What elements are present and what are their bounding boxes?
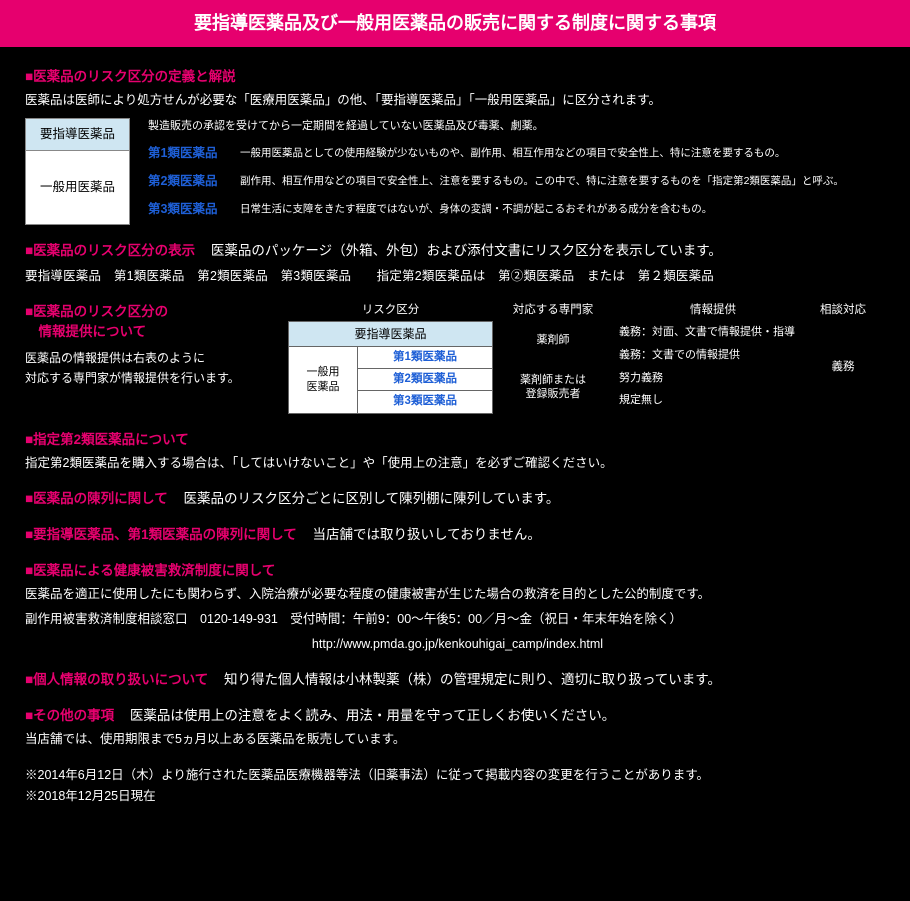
- page-title: 要指導医薬品及び一般用医薬品の販売に関する制度に関する事項: [0, 0, 910, 47]
- section-risk-display: ■医薬品のリスク区分の表示 医薬品のパッケージ（外箱、外包）および添付文書にリス…: [25, 241, 890, 286]
- risk-cat3-label: 第3類医薬品: [393, 395, 457, 407]
- heading-other-text: ■その他の事項: [25, 708, 114, 723]
- risk-cat3: 第3類医薬品: [358, 391, 493, 413]
- classification-table: 要指導医薬品 一般用医薬品 製造販売の承認を受けてから一定期間を経過していない医…: [25, 118, 890, 225]
- label-class1: 第1類医薬品: [148, 144, 240, 163]
- info-table: リスク区分 対応する専門家 情報提供 相談対応 要指導医薬品 一般用 医薬品 第…: [288, 302, 890, 414]
- other-inline: 医薬品は使用上の注意をよく読み、用法・用量を守って正しくお使いください。: [130, 708, 615, 723]
- display-shelf-inline: 医薬品のリスク区分ごとに区別して陳列棚に陳列しています。: [184, 491, 560, 506]
- risk-cat2-label: 第2類医薬品: [393, 373, 457, 385]
- info-left-body: 医薬品の情報提供は右表のように 対応する専門家が情報提供を行います。: [25, 348, 270, 389]
- heading-class1-display: ■要指導医薬品、第1類医薬品の陳列に関して 当店舗では取り扱いしておりません。: [25, 525, 890, 545]
- designated-class2-body: 指定第2類医薬品を購入する場合は、「してはいけないこと」や「使用上の注意」を必ず…: [25, 454, 890, 473]
- row-class3: 第3類医薬品 日常生活に支障をきたす程度ではないが、身体の変調・不調が起こるおそ…: [148, 197, 890, 223]
- section-privacy: ■個人情報の取り扱いについて 知り得た個人情報は小林製薬（株）の管理規定に則り、…: [25, 670, 890, 690]
- intro-text: 医薬品は医師により処方せんが必要な「医療用医薬品」の他、「要指導医薬品」「一般用…: [25, 91, 890, 110]
- footnote-1: ※2014年6月12日（木）より施行された医薬品医療機器等法（旧薬事法）に従って…: [25, 765, 890, 786]
- heading-risk-display: ■医薬品のリスク区分の表示 医薬品のパッケージ（外箱、外包）および添付文書にリス…: [25, 241, 890, 261]
- risk-ippan-cell: 一般用 医薬品: [288, 347, 358, 414]
- footnote-2: ※2018年12月25日現在: [25, 786, 890, 807]
- risk-cat1: 第1類医薬品: [358, 347, 493, 369]
- label-class2: 第2類医薬品: [148, 172, 240, 191]
- desc-class3: 日常生活に支障をきたす程度ではないが、身体の変調・不調が起こるおそれがある成分を…: [240, 202, 712, 217]
- heading-info-l1: ■医薬品のリスク区分の: [25, 304, 168, 319]
- footnotes: ※2014年6月12日（木）より施行された医薬品医療機器等法（旧薬事法）に従って…: [25, 765, 890, 808]
- label-class3: 第3類医薬品: [148, 200, 240, 219]
- heading-privacy: ■個人情報の取り扱いについて 知り得た個人情報は小林製薬（株）の管理規定に則り、…: [25, 670, 890, 690]
- section-relief-system: ■医薬品による健康被害救済制度に関して 医薬品を適正に使用したにも関わらず、入院…: [25, 561, 890, 654]
- prov-3: 努力義務: [619, 370, 813, 388]
- section-class1-display: ■要指導医薬品、第1類医薬品の陳列に関して 当店舗では取り扱いしておりません。: [25, 525, 890, 545]
- risk-top-cell: 要指導医薬品: [288, 321, 493, 347]
- heading-display-shelf-text: ■医薬品の陳列に関して: [25, 491, 168, 506]
- section-info-provision: ■医薬品のリスク区分の 情報提供について 医薬品の情報提供は右表のように 対応す…: [25, 302, 890, 414]
- heading-class1-display-text: ■要指導医薬品、第1類医薬品の陳列に関して: [25, 527, 297, 542]
- risk-display-row: 要指導医薬品 第1類医薬品 第2類医薬品 第3類医薬品 指定第2類医薬品は 第②…: [25, 267, 890, 286]
- section-risk-definition: ■医薬品のリスク区分の定義と解説 医薬品は医師により処方せんが必要な「医療用医薬…: [25, 67, 890, 225]
- section-designated-class2: ■指定第2類医薬品について 指定第2類医薬品を購入する場合は、「してはいけないこ…: [25, 430, 890, 473]
- heading-designated-class2: ■指定第2類医薬品について: [25, 430, 890, 450]
- row-class2: 第2類医薬品 副作用、相互作用などの項目で安全性上、注意を要するもの。この中で、…: [148, 169, 890, 195]
- th-expert: 対応する専門家: [493, 302, 613, 319]
- heading-display-shelf: ■医薬品の陳列に関して 医薬品のリスク区分ごとに区別して陳列棚に陳列しています。: [25, 489, 890, 509]
- row-class1: 第1類医薬品 一般用医薬品としての使用経験が少ないものや、副作用、相互作用などの…: [148, 141, 890, 167]
- section-display-shelf: ■医薬品の陳列に関して 医薬品のリスク区分ごとに区別して陳列棚に陳列しています。: [25, 489, 890, 509]
- expert-2: 薬剤師または 登録販売者: [493, 361, 613, 414]
- info-body-l1: 医薬品の情報提供は右表のように: [25, 351, 205, 365]
- relief-l2: 副作用被害救済制度相談窓口 0120-149-931 受付時間：午前9：00～午…: [25, 610, 890, 629]
- section-other: ■その他の事項 医薬品は使用上の注意をよく読み、用法・用量を守って正しくお使いく…: [25, 706, 890, 749]
- risk-cat2: 第2類医薬品: [358, 369, 493, 391]
- heading-other: ■その他の事項 医薬品は使用上の注意をよく読み、用法・用量を守って正しくお使いく…: [25, 706, 890, 726]
- yoshido-desc: 製造販売の承認を受けてから一定期間を経過していない医薬品及び毒薬、劇薬。: [148, 118, 890, 135]
- heading-relief-system: ■医薬品による健康被害救済制度に関して: [25, 561, 890, 581]
- risk-cat1-label: 第1類医薬品: [393, 351, 457, 363]
- content-area: ■医薬品のリスク区分の定義と解説 医薬品は医師により処方せんが必要な「医療用医薬…: [0, 67, 910, 807]
- cell-ippan: 一般用医薬品: [25, 151, 130, 225]
- prov-2: 義務：文書での情報提供: [619, 347, 813, 365]
- th-resp: 相談対応: [813, 302, 873, 319]
- heading-info-l2: 情報提供について: [25, 324, 146, 339]
- prov-1: 義務：対面、文書で情報提供・指導: [619, 324, 813, 342]
- heading-info-provision: ■医薬品のリスク区分の 情報提供について: [25, 302, 270, 343]
- relief-url[interactable]: http://www.pmda.go.jp/kenkouhigai_camp/i…: [25, 635, 890, 654]
- th-risk: リスク区分: [288, 302, 493, 319]
- heading-risk-definition: ■医薬品のリスク区分の定義と解説: [25, 67, 890, 87]
- class1-display-inline: 当店舗では取り扱いしておりません。: [313, 527, 541, 542]
- relief-l1: 医薬品を適正に使用したにも関わらず、入院治療が必要な程度の健康被害が生じた場合の…: [25, 585, 890, 604]
- expert-1: 薬剤師: [493, 321, 613, 361]
- info-body-l2: 対応する専門家が情報提供を行います。: [25, 371, 240, 385]
- resp-cell: 義務: [813, 321, 873, 414]
- desc-class1: 一般用医薬品としての使用経験が少ないものや、副作用、相互作用などの項目で安全性上…: [240, 146, 785, 161]
- th-prov: 情報提供: [613, 302, 813, 319]
- privacy-inline: 知り得た個人情報は小林製薬（株）の管理規定に則り、適切に取り扱っています。: [224, 672, 721, 687]
- risk-display-inline: 医薬品のパッケージ（外箱、外包）および添付文書にリスク区分を表示しています。: [211, 243, 722, 258]
- other-l2: 当店舗では、使用期限まで5ヵ月以上ある医薬品を販売しています。: [25, 730, 890, 749]
- prov-4: 規定無し: [619, 392, 813, 410]
- heading-privacy-text: ■個人情報の取り扱いについて: [25, 672, 208, 687]
- cell-yoshido: 要指導医薬品: [25, 118, 130, 151]
- heading-risk-display-text: ■医薬品のリスク区分の表示: [25, 243, 195, 258]
- desc-class2: 副作用、相互作用などの項目で安全性上、注意を要するもの。この中で、特に注意を要す…: [240, 174, 844, 189]
